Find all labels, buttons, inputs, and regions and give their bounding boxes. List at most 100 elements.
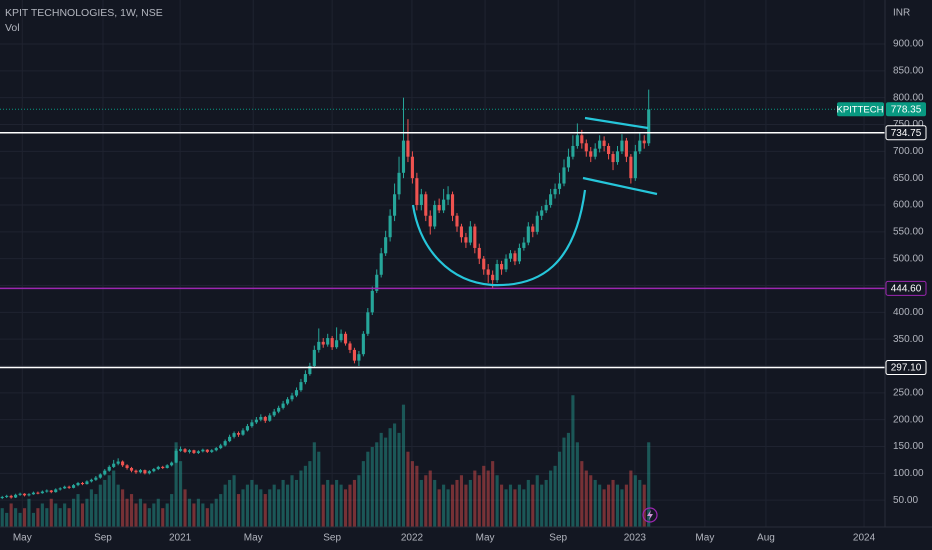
y-tick-label: 250.00 <box>893 387 924 398</box>
candle-body <box>535 215 539 232</box>
volume-bar <box>330 484 334 527</box>
x-tick-label: May <box>244 533 263 544</box>
volume-bar <box>598 484 602 527</box>
candle-body <box>14 494 18 498</box>
candle-body <box>174 450 178 463</box>
candle-body <box>508 253 513 259</box>
volume-bar <box>428 470 432 527</box>
volume-bar <box>339 484 343 527</box>
volume-bar <box>174 442 178 527</box>
volume-bar <box>379 432 383 527</box>
y-tick-label: 50.00 <box>893 495 918 506</box>
volume-bar <box>557 451 562 527</box>
volume-bar <box>308 461 312 527</box>
candle-body <box>562 167 566 184</box>
candle-body <box>343 333 348 344</box>
volume-bar <box>326 479 330 527</box>
candle-body <box>22 493 27 496</box>
candle-body <box>419 194 423 206</box>
candle-body <box>557 183 562 189</box>
volume-bar <box>522 489 526 527</box>
volume-bar <box>620 489 624 527</box>
volume-bar <box>27 498 31 527</box>
y-tick-label: 500.00 <box>893 253 924 264</box>
volume-bar <box>343 489 348 527</box>
volume-bar <box>629 470 633 527</box>
volume-bar <box>143 503 147 527</box>
volume-bar <box>0 508 4 527</box>
candle-body <box>433 205 437 227</box>
candle-body <box>566 156 571 168</box>
volume-bar <box>201 503 205 527</box>
candle-body <box>593 148 597 157</box>
candle-body <box>85 481 89 485</box>
x-tick-label: May <box>695 533 714 544</box>
level-label-box <box>885 125 927 141</box>
volume-bar <box>446 489 450 527</box>
candle-body <box>526 226 530 243</box>
volume-bar <box>611 479 615 527</box>
volume-bar <box>624 484 628 527</box>
volume-bar <box>589 475 593 527</box>
last-price-box <box>886 102 926 117</box>
volume-bar <box>571 395 575 527</box>
volume-bar <box>419 479 423 527</box>
y-tick-label: 100.00 <box>893 468 924 479</box>
volume-bar <box>491 461 495 527</box>
volume-bar <box>415 465 419 527</box>
candle-body <box>58 488 62 490</box>
candle-body <box>107 466 111 471</box>
volume-bar <box>473 470 477 527</box>
candle-body <box>40 491 44 494</box>
candle-body <box>464 237 468 243</box>
axis-labels: 50.00100.00150.00200.00250.00300.00350.0… <box>13 39 927 544</box>
candle-body <box>54 489 58 493</box>
volume-bar <box>495 475 499 527</box>
candle-body <box>602 140 606 146</box>
candle-body <box>290 395 294 400</box>
level-label-box <box>885 280 927 296</box>
volume-bar <box>535 475 539 527</box>
candle-body <box>424 194 428 216</box>
candle-body <box>339 333 343 341</box>
candle-body <box>281 403 285 408</box>
level-label: 297.10 <box>891 363 922 374</box>
candle-body <box>67 486 71 488</box>
candle-body <box>179 449 183 451</box>
volume-bar <box>58 508 62 527</box>
candles <box>0 89 651 500</box>
y-tick-label: 550.00 <box>893 226 924 237</box>
volume-bar <box>615 484 620 527</box>
candle-body <box>370 290 374 313</box>
x-tick-label: Sep <box>549 533 567 544</box>
candle-body <box>165 465 169 468</box>
candle-body <box>393 194 397 216</box>
volume-bar <box>294 479 299 527</box>
volume-bar <box>232 475 236 527</box>
volume-bar <box>236 494 241 527</box>
candle-body <box>147 471 151 474</box>
volume-bar <box>464 484 468 527</box>
candle-body <box>161 466 165 468</box>
candle-body <box>27 494 31 496</box>
levels <box>0 108 885 369</box>
candle-body <box>103 470 107 475</box>
volume-bar <box>370 447 374 527</box>
price-axis <box>885 0 932 550</box>
volume-bar <box>165 503 169 527</box>
alert-icon[interactable] <box>642 507 658 523</box>
candle-body <box>384 237 388 254</box>
candle-body <box>286 399 290 404</box>
volume-bar <box>152 503 156 527</box>
x-tick-label: Sep <box>94 533 112 544</box>
candle-body <box>379 253 383 275</box>
volume-bar <box>357 475 361 527</box>
candle-body <box>254 419 258 423</box>
candle-body <box>5 495 9 497</box>
candle-body <box>473 226 477 248</box>
volume-bar <box>482 465 486 527</box>
volume-bar <box>312 442 316 527</box>
x-tick-label: Aug <box>757 533 775 544</box>
candle-body <box>259 416 263 420</box>
